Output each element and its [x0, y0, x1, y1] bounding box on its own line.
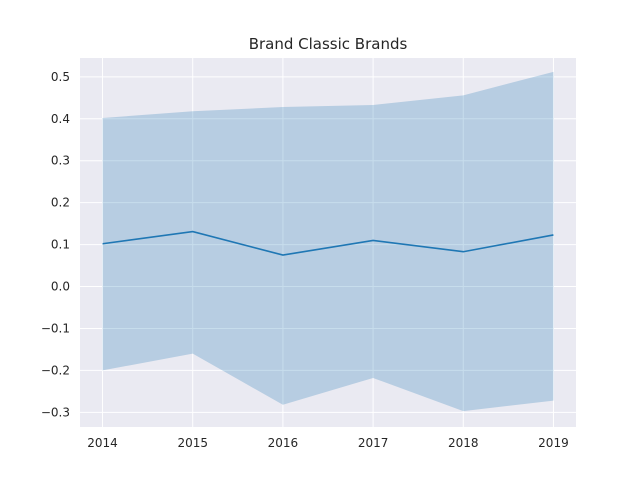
x-tick-label: 2018 [448, 436, 479, 450]
confidence-band [102, 71, 554, 412]
y-axis: 0.5 0.4 0.3 0.2 0.1 0.0 −0.1 −0.2 −0.3 [41, 70, 70, 419]
series-line [102, 230, 554, 256]
chart-title: Brand Classic Brands [249, 35, 408, 53]
x-tick-label: 2016 [268, 436, 299, 450]
y-tick-label: −0.1 [41, 321, 70, 335]
x-tick-label: 2019 [538, 436, 569, 450]
y-tick-label: −0.3 [41, 405, 70, 419]
y-tick-label: −0.2 [41, 363, 70, 377]
y-tick-label: 0.1 [51, 238, 70, 252]
grid [80, 58, 576, 427]
y-tick-label: 0.4 [51, 112, 70, 126]
y-tick-label: 0.0 [51, 280, 70, 294]
plot-background [80, 58, 576, 427]
x-tick-label: 2014 [87, 436, 118, 450]
x-tick-label: 2015 [177, 436, 208, 450]
y-tick-label: 0.3 [51, 154, 70, 168]
y-tick-label: 0.2 [51, 196, 70, 210]
y-tick-label: 0.5 [51, 70, 70, 84]
x-tick-label: 2017 [358, 436, 389, 450]
x-axis: 2014 2015 2016 2017 2018 2019 [87, 436, 568, 450]
